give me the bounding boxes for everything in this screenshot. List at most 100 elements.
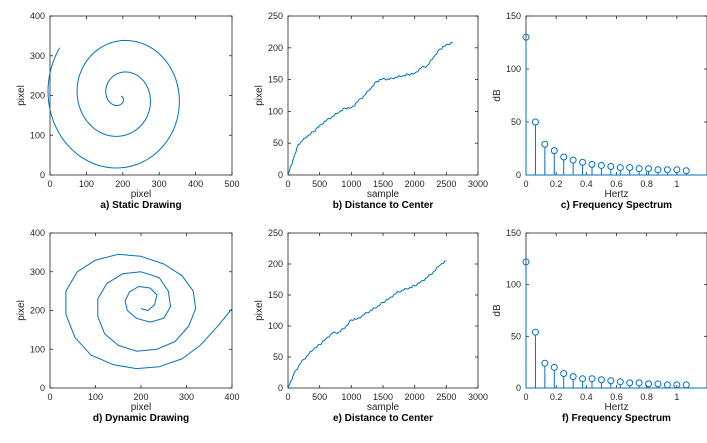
stem-marker	[531, 328, 539, 336]
x-tick-label: 0	[523, 392, 528, 402]
x-tick-label: 0.4	[580, 179, 593, 189]
x-tick-label: 0.4	[580, 392, 593, 402]
x-tick-label: 0	[523, 179, 528, 189]
x-axis-label: pixel	[131, 189, 152, 200]
stem-marker	[522, 33, 530, 41]
y-axis-label: dB	[492, 304, 503, 317]
y-axis-label: pixel	[254, 300, 265, 321]
x-tick-label: 0.8	[640, 392, 653, 402]
y-tick-label: 50	[273, 352, 283, 362]
y-tick-label: 100	[30, 344, 45, 354]
x-tick-label: 1500	[373, 392, 393, 402]
stem-marker	[645, 165, 653, 173]
y-tick-label: 150	[506, 228, 521, 238]
x-axis-label: pixel	[131, 402, 152, 413]
stem-marker	[616, 378, 624, 386]
stem-marker	[588, 160, 596, 168]
chart-a: 0 100 200 300 400 5000100200300400pixelpixela…	[16, 11, 240, 211]
y-tick-label: 100	[506, 280, 521, 290]
y-tick-label: 200	[30, 91, 45, 101]
y-tick-label: 150	[268, 75, 283, 85]
x-tick-label: 0.2	[550, 392, 563, 402]
y-tick-label: 50	[511, 117, 521, 127]
stem-marker	[597, 161, 605, 169]
y-tick-label: 200	[30, 306, 45, 316]
plot-area	[287, 232, 479, 389]
stem-marker	[597, 376, 605, 384]
plot-area	[287, 15, 479, 176]
y-tick-label: 0	[516, 383, 521, 393]
x-axis-label: sample	[367, 402, 400, 413]
x-tick-label: 0	[285, 179, 290, 189]
y-tick-label: 100	[268, 106, 283, 116]
y-tick-label: 150	[268, 290, 283, 300]
stem-marker	[569, 373, 577, 381]
plot-area	[49, 232, 233, 389]
stem-marker	[560, 370, 568, 378]
x-tick-label: 2500	[436, 179, 456, 189]
x-axis-label: Hertz	[605, 402, 629, 413]
chart-caption: e) Distance to Center	[333, 413, 433, 424]
y-tick-label: 400	[30, 11, 45, 21]
x-tick-label: 500	[312, 179, 327, 189]
series-line	[287, 42, 453, 176]
x-tick-label: 200	[115, 179, 130, 189]
y-tick-label: 0	[40, 170, 45, 180]
y-tick-label: 100	[30, 130, 45, 140]
y-tick-label: 0	[278, 170, 283, 180]
y-tick-label: 50	[273, 138, 283, 148]
stem-marker	[541, 140, 549, 148]
y-axis-label: pixel	[16, 300, 27, 321]
stem-marker	[522, 258, 530, 266]
x-axis-label: sample	[367, 189, 400, 200]
x-axis-label: Hertz	[605, 189, 629, 200]
y-tick-label: 0	[516, 170, 521, 180]
y-tick-label: 100	[506, 64, 521, 74]
stem-marker	[588, 375, 596, 383]
x-tick-label: 0.6	[610, 392, 623, 402]
x-tick-label: 100	[79, 179, 94, 189]
x-tick-label: 2000	[405, 392, 425, 402]
y-tick-label: 100	[268, 321, 283, 331]
x-tick-label: 0.6	[610, 179, 623, 189]
y-axis-label: dB	[492, 89, 503, 102]
y-tick-label: 0	[40, 383, 45, 393]
x-tick-label: 400	[224, 392, 239, 402]
series-line	[287, 260, 447, 389]
x-tick-label: 0	[47, 179, 52, 189]
y-tick-label: 400	[30, 228, 45, 238]
y-tick-label: 250	[268, 228, 283, 238]
x-tick-label: 0	[47, 392, 52, 402]
stem-marker	[673, 166, 681, 174]
chart-caption: c) Frequency Spectrum	[561, 200, 672, 211]
series-line	[47, 39, 180, 169]
x-tick-label: 0.2	[550, 179, 563, 189]
x-tick-label: 400	[188, 179, 203, 189]
stem-marker	[654, 380, 662, 388]
x-tick-label: 500	[312, 392, 327, 402]
x-tick-label: 1	[674, 179, 679, 189]
stem-marker	[579, 158, 587, 166]
x-tick-label: 0.8	[640, 179, 653, 189]
stem-marker	[531, 118, 539, 126]
series-line	[65, 253, 233, 370]
stem-marker	[569, 156, 577, 164]
y-tick-label: 300	[30, 51, 45, 61]
x-tick-label: 100	[88, 392, 103, 402]
stem-marker	[607, 377, 615, 385]
y-tick-label: 200	[268, 259, 283, 269]
stem-marker	[550, 363, 558, 371]
chart-c: 0 0.2 0.4 0.6 0.8 1 0 50 100 150 Hertz dB c) Frequen…	[492, 11, 707, 211]
stem-marker	[560, 153, 568, 161]
stem-marker	[635, 379, 643, 387]
x-tick-label: 1000	[341, 179, 361, 189]
stem-marker	[616, 164, 624, 172]
chart-b: 0 500 1000 1500 2000 2500 3000 0 50 100 150 200 250 s…	[254, 11, 488, 211]
y-axis-label: pixel	[16, 85, 27, 106]
x-tick-label: 300	[152, 179, 167, 189]
y-axis-label: pixel	[254, 85, 265, 106]
x-tick-label: 500	[224, 179, 239, 189]
y-tick-label: 300	[30, 267, 45, 277]
stem-marker	[626, 379, 634, 387]
